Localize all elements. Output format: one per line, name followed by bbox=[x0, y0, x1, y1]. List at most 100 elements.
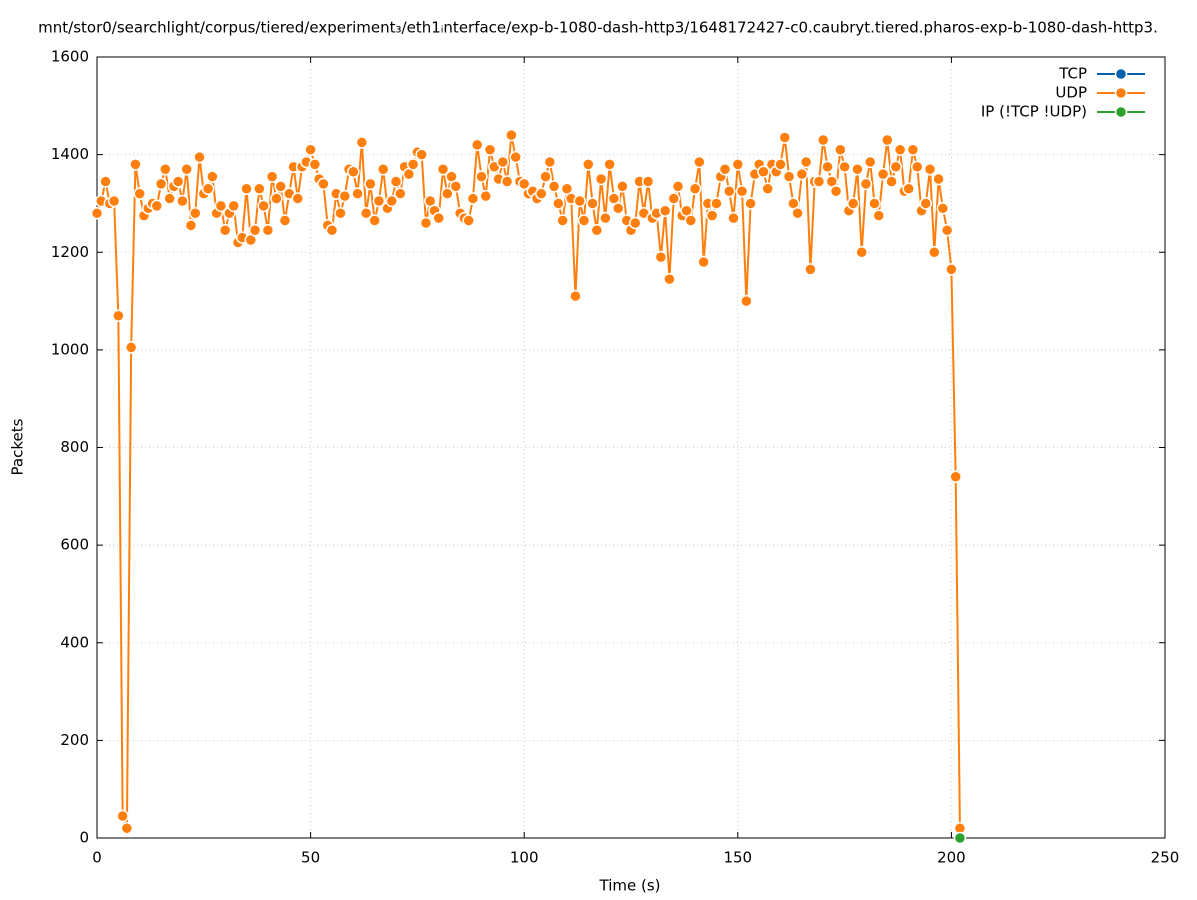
data-point bbox=[881, 133, 894, 147]
data-point bbox=[654, 250, 668, 264]
y-tick-label: 1400 bbox=[51, 145, 89, 163]
data-point bbox=[364, 177, 377, 191]
data-point bbox=[616, 180, 629, 193]
data-point bbox=[265, 170, 279, 183]
data-point bbox=[240, 182, 253, 196]
data-point bbox=[932, 172, 945, 186]
data-point bbox=[441, 187, 454, 200]
data-point bbox=[804, 263, 817, 276]
data-point bbox=[154, 177, 168, 191]
data-point bbox=[667, 192, 680, 205]
data-point bbox=[325, 224, 339, 237]
data-point bbox=[949, 470, 962, 484]
chart-title: mnt/stor0/searchlight/corpus/tiered/expe… bbox=[38, 19, 1158, 37]
data-point bbox=[317, 177, 330, 191]
data-point bbox=[419, 216, 433, 230]
legend-swatch bbox=[1114, 105, 1128, 119]
data-point bbox=[248, 224, 262, 237]
data-point bbox=[757, 165, 770, 178]
data-point bbox=[846, 197, 860, 210]
data-point bbox=[257, 199, 270, 213]
data-point bbox=[778, 131, 792, 144]
data-point bbox=[812, 175, 826, 188]
data-point bbox=[735, 184, 749, 198]
data-point bbox=[569, 289, 582, 303]
data-point bbox=[449, 180, 463, 193]
data-point bbox=[351, 187, 364, 200]
data-point bbox=[176, 194, 189, 208]
data-point bbox=[902, 182, 915, 196]
legend-label: IP (!TCP !UDP) bbox=[981, 103, 1087, 121]
data-point bbox=[129, 158, 142, 171]
data-point bbox=[120, 821, 134, 835]
data-point bbox=[859, 177, 873, 191]
data-point bbox=[855, 246, 868, 259]
data-point bbox=[663, 272, 676, 286]
data-point bbox=[590, 224, 604, 237]
series-line bbox=[96, 134, 961, 829]
data-point bbox=[107, 194, 121, 208]
data-point bbox=[953, 831, 967, 845]
data-point bbox=[876, 167, 890, 181]
data-point bbox=[359, 206, 373, 220]
x-tick-label: 150 bbox=[723, 849, 752, 867]
data-point bbox=[872, 209, 886, 222]
data-point bbox=[761, 182, 774, 196]
data-point bbox=[539, 170, 552, 183]
data-point bbox=[791, 206, 804, 220]
data-point bbox=[99, 175, 112, 188]
x-tick-label: 200 bbox=[937, 849, 966, 867]
data-point bbox=[368, 214, 381, 227]
data-point bbox=[611, 202, 625, 215]
data-point bbox=[693, 155, 706, 169]
data-point bbox=[889, 160, 903, 174]
data-point bbox=[658, 204, 672, 218]
data-point bbox=[483, 143, 497, 156]
data-point bbox=[347, 165, 360, 178]
data-point bbox=[744, 197, 757, 210]
data-point bbox=[278, 214, 292, 227]
data-point bbox=[782, 170, 796, 183]
y-tick-label: 600 bbox=[60, 536, 89, 554]
data-point bbox=[201, 182, 215, 196]
data-point bbox=[124, 341, 138, 354]
data-point bbox=[334, 206, 347, 220]
data-point bbox=[910, 160, 924, 174]
data-point bbox=[406, 158, 420, 171]
data-point bbox=[919, 197, 933, 210]
data-point bbox=[394, 187, 407, 200]
data-point bbox=[740, 294, 753, 308]
x-tick-label: 250 bbox=[1151, 849, 1180, 867]
data-point bbox=[163, 192, 176, 205]
data-point bbox=[851, 163, 864, 176]
data-point bbox=[338, 189, 352, 203]
data-point bbox=[291, 192, 305, 205]
data-point bbox=[940, 224, 954, 237]
data-point bbox=[462, 214, 475, 227]
y-tick-label: 400 bbox=[60, 633, 89, 651]
data-point bbox=[116, 809, 129, 823]
data-point bbox=[466, 192, 480, 205]
data-point bbox=[936, 202, 950, 215]
data-point bbox=[641, 175, 655, 188]
x-axis-label: Time (s) bbox=[599, 877, 661, 895]
data-point bbox=[206, 170, 219, 183]
data-point bbox=[372, 194, 386, 208]
data-point bbox=[586, 197, 599, 210]
data-point bbox=[470, 138, 484, 152]
data-point bbox=[893, 143, 907, 156]
data-point bbox=[304, 143, 317, 156]
x-tick-label: 100 bbox=[510, 849, 539, 867]
data-point bbox=[376, 163, 390, 176]
data-point bbox=[727, 211, 740, 225]
data-point bbox=[253, 182, 266, 196]
data-point bbox=[385, 194, 399, 208]
data-point bbox=[577, 214, 591, 227]
data-point bbox=[816, 133, 830, 147]
data-point bbox=[90, 206, 104, 220]
data-point bbox=[799, 155, 813, 169]
data-point bbox=[705, 209, 719, 222]
plot-frame bbox=[96, 56, 1166, 839]
data-point bbox=[274, 180, 287, 193]
